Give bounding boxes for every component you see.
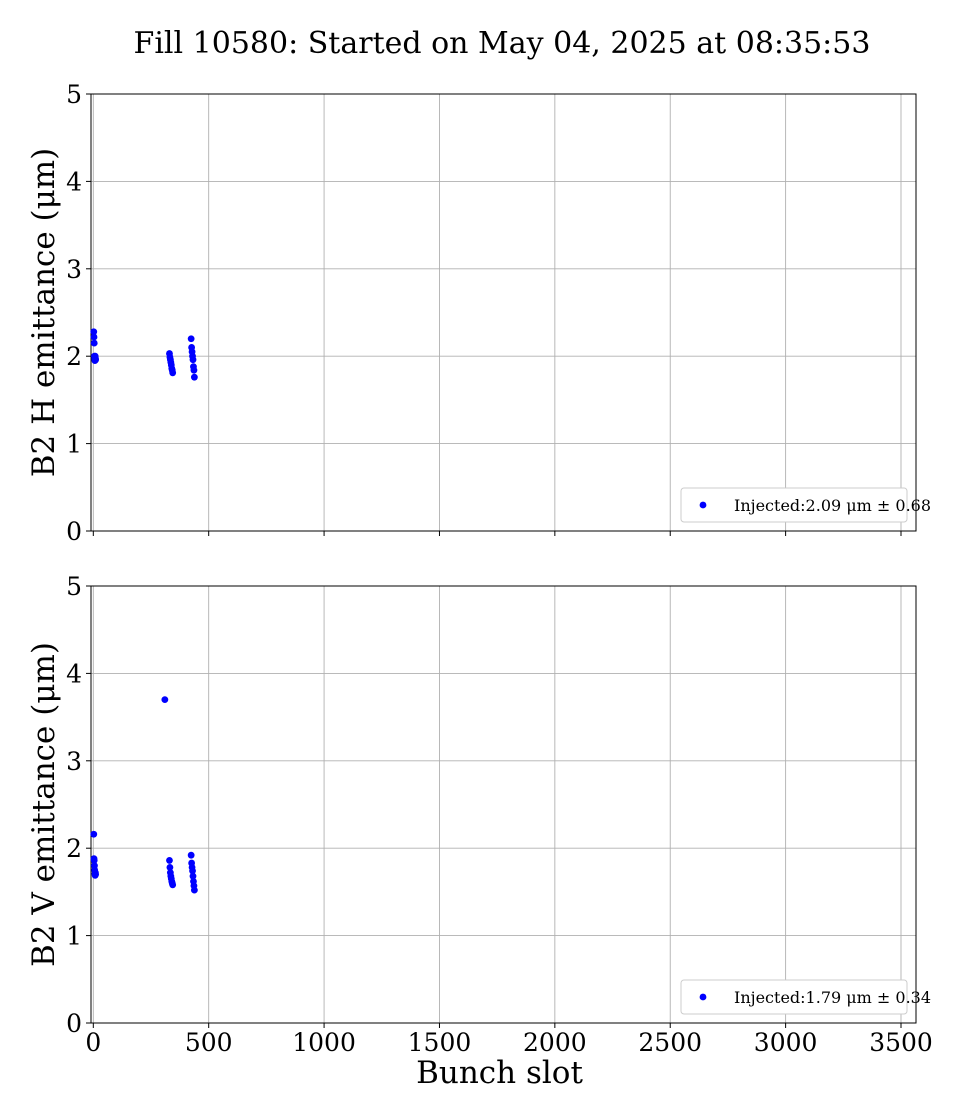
x-axis-label: Bunch slot — [416, 1055, 583, 1091]
data-point — [169, 881, 177, 889]
legend-marker — [699, 993, 707, 1001]
panel-vertical-emittance: 0 500 1000 1500 2000 2500 3000 3500 0 1 2 3 4 5 B2 V e… — [26, 572, 933, 1091]
data-point — [90, 333, 98, 341]
x-tick-label: 2500 — [638, 1028, 702, 1057]
x-tick-label: 3000 — [754, 1028, 818, 1057]
x-tick-label: 500 — [185, 1028, 233, 1057]
data-point — [190, 373, 198, 381]
legend-box — [680, 487, 908, 523]
plot-area-frame — [90, 93, 917, 532]
legend-label: Injected:2.09 μm ± 0.68 — [734, 496, 931, 515]
plot-area-frame — [90, 585, 917, 1024]
data-point — [161, 696, 169, 704]
data-point — [92, 871, 100, 878]
x-tick-label: 0 — [85, 1028, 101, 1057]
data-point — [189, 867, 196, 875]
y-tick-label: 3 — [66, 255, 82, 284]
data-point — [166, 857, 173, 864]
y-tick-label: 1 — [66, 430, 82, 459]
data-point — [92, 356, 100, 364]
panel-horizontal-emittance: 0 1 2 3 4 5 B2 H emittance (μm) Injected:2.09 μ… — [26, 80, 931, 546]
legend-label: Injected:1.79 μm ± 0.34 — [734, 988, 931, 1007]
data-point — [90, 857, 98, 864]
data-point — [189, 872, 197, 880]
x-tick-label: 2000 — [523, 1028, 587, 1057]
y-tick-label: 5 — [66, 80, 82, 109]
data-point — [90, 830, 98, 838]
y-tick-label: 0 — [66, 1009, 82, 1038]
legend-marker — [699, 501, 707, 509]
y-tick-label: 4 — [66, 659, 82, 688]
data-point — [189, 356, 197, 364]
data-point — [90, 339, 98, 347]
legend-box — [680, 979, 908, 1015]
data-point — [90, 328, 98, 336]
y-tick-label: 0 — [66, 517, 82, 546]
data-point — [190, 366, 198, 374]
data-point — [169, 369, 177, 377]
figure-title: Fill 10580: Started on May 04, 2025 at 0… — [134, 26, 871, 61]
data-point — [190, 886, 198, 894]
x-tick-label: 3500 — [869, 1028, 933, 1057]
y-tick-label: 2 — [66, 834, 82, 863]
x-tick-label: 1000 — [292, 1028, 356, 1057]
data-point — [187, 335, 195, 343]
data-point — [187, 851, 195, 859]
x-tick-label: 1500 — [408, 1028, 472, 1057]
data-point — [166, 864, 174, 871]
y-axis-label: B2 H emittance (μm) — [26, 148, 62, 478]
y-tick-label: 2 — [66, 342, 82, 371]
y-axis-label: B2 V emittance (μm) — [26, 642, 62, 967]
y-tick-label: 1 — [66, 922, 82, 951]
y-tick-label: 5 — [66, 572, 82, 601]
y-tick-label: 4 — [66, 167, 82, 196]
y-tick-label: 3 — [66, 747, 82, 776]
